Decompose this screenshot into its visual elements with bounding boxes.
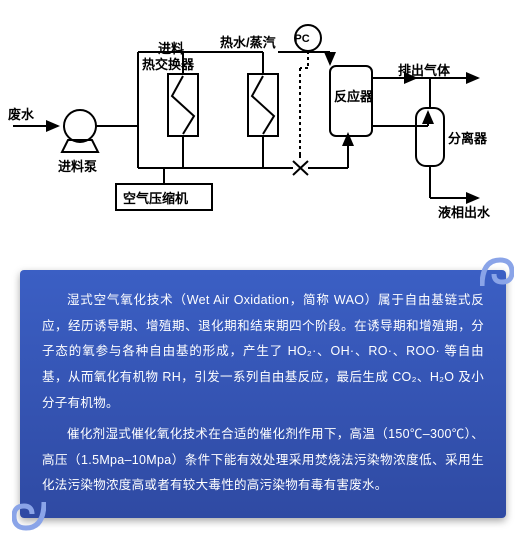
label-reactor: 反应器 <box>334 86 373 105</box>
label-feed-pump: 进料泵 <box>58 156 97 175</box>
label-air-compressor: 空气压缩机 <box>123 188 188 207</box>
label-liquid-out: 液相出水 <box>438 202 490 221</box>
label-heat-exchanger: 热交换器 <box>142 54 194 73</box>
label-wastewater: 废水 <box>8 104 34 123</box>
scroll-body: 湿式空气氧化技术（Wet Air Oxidation，简称 WAO）属于自由基链… <box>20 270 506 518</box>
label-hot-water-steam: 热水/蒸汽 <box>220 32 276 51</box>
label-separator: 分离器 <box>448 128 487 147</box>
pc-label: PC <box>294 33 309 45</box>
paragraph-2: 催化剂湿式催化氧化技术在合适的催化剂作用下，高温（150℃–300℃）、高压（1… <box>42 422 484 499</box>
paragraph-1: 湿式空气氧化技术（Wet Air Oxidation，简称 WAO）属于自由基链… <box>42 288 484 416</box>
scroll-curl-bottom-icon <box>12 498 46 532</box>
label-gas-out: 排出气体 <box>398 60 450 79</box>
scroll-curl-top-icon <box>480 256 514 290</box>
description-scroll-card: 湿式空气氧化技术（Wet Air Oxidation，简称 WAO）属于自由基链… <box>14 260 512 528</box>
process-flow-diagram: PC 废水 进料泵 空气压缩机 进料 热交换器 热水/蒸汽 反应器 排出气体 分… <box>8 8 518 238</box>
